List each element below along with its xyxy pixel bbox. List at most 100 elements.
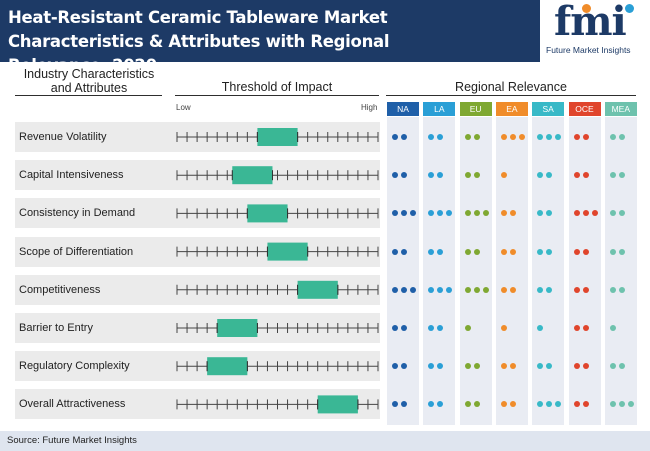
relevance-dot <box>609 210 616 217</box>
region-header-eu: EU <box>459 102 492 116</box>
impact-marker <box>207 357 248 376</box>
relevance-dot <box>446 210 453 217</box>
relevance-dot <box>500 248 507 255</box>
relevance-dots-ea <box>500 362 516 370</box>
relevance-dot <box>546 248 553 255</box>
relevance-dot <box>428 172 435 179</box>
relevance-dots-eu <box>464 362 480 370</box>
relevance-dot <box>609 363 616 370</box>
region-header-la: LA <box>423 102 456 116</box>
relevance-dots-mea <box>609 133 625 141</box>
relevance-dot <box>609 172 616 179</box>
relevance-dot <box>537 363 544 370</box>
relevance-dots-la <box>428 400 444 408</box>
relevance-dot <box>428 401 435 408</box>
relevance-dot <box>473 401 480 408</box>
relevance-dot <box>437 363 444 370</box>
region-header-ea: EA <box>495 102 528 116</box>
relevance-dot <box>582 134 589 140</box>
relevance-dot <box>618 248 625 255</box>
relevance-dot <box>627 401 634 408</box>
relevance-dot <box>618 210 625 217</box>
row-label: Regulatory Complexity <box>19 360 130 373</box>
relevance-dot <box>500 401 507 408</box>
relevance-dot <box>392 210 398 217</box>
relevance-dots-oce <box>573 400 589 408</box>
fmi-logo: fmi Future Market Insights <box>540 0 650 62</box>
relevance-dot <box>609 286 616 293</box>
region-column-la <box>423 117 456 425</box>
relevance-dots-eu <box>464 286 489 294</box>
relevance-dot <box>573 286 580 293</box>
relevance-dot <box>464 401 471 408</box>
row-label: Revenue Volatility <box>19 131 107 143</box>
relevance-dot <box>401 210 407 217</box>
region-column-mea <box>604 117 637 425</box>
relevance-dot <box>537 172 544 179</box>
region-header-oce: OCE <box>568 102 601 116</box>
relevance-dot <box>537 325 544 331</box>
relevance-dot <box>500 134 507 140</box>
region-column-eu <box>459 117 492 425</box>
relevance-dot <box>473 134 480 140</box>
relevance-dots-sa <box>537 286 553 294</box>
relevance-dot <box>573 248 580 255</box>
relevance-dot <box>509 363 516 370</box>
relevance-dot <box>401 363 407 370</box>
relevance-dot <box>392 401 398 408</box>
relevance-dots-mea <box>609 171 625 179</box>
relevance-dots-na <box>392 324 407 332</box>
impact-marker <box>297 280 338 299</box>
relevance-dots-eu <box>464 133 480 141</box>
relevance-dots-mea <box>609 324 616 332</box>
relevance-dot <box>537 248 544 255</box>
relevance-dot <box>618 363 625 370</box>
relevance-dots-ea <box>500 209 516 217</box>
logo-subtitle: Future Market Insights <box>546 45 631 55</box>
relevance-dot <box>555 401 562 408</box>
logo-dot-orange <box>582 4 591 13</box>
relevance-dot <box>582 210 589 217</box>
relevance-dot <box>500 172 507 179</box>
relevance-dot <box>437 172 444 179</box>
region-column-oce <box>568 117 601 425</box>
relevance-dot <box>582 248 589 255</box>
relevance-dots-ea <box>500 171 507 179</box>
relevance-dot <box>437 210 444 217</box>
relevance-dot <box>546 210 553 217</box>
relevance-dot <box>410 210 416 217</box>
relevance-dot <box>428 210 435 217</box>
relevance-dot <box>582 363 589 370</box>
row-label: Barrier to Entry <box>19 322 93 334</box>
characteristics-header: Industry Characteristics and Attributes <box>23 67 155 95</box>
relevance-dot <box>428 286 435 293</box>
relevance-dot <box>401 248 407 255</box>
relevance-dot <box>401 286 407 293</box>
relevance-dot <box>518 134 525 140</box>
relevance-dots-oce <box>573 209 598 217</box>
relevance-dots-sa <box>537 133 562 141</box>
relevance-dot <box>437 248 444 255</box>
relevance-dot <box>509 210 516 217</box>
relevance-dots-la <box>428 209 453 217</box>
relevance-dot <box>546 363 553 370</box>
relevance-dot <box>618 172 625 179</box>
impact-marker <box>247 204 288 223</box>
relevance-dots-na <box>392 171 407 179</box>
relevance-dot <box>582 325 589 331</box>
relevance-dot <box>437 134 444 140</box>
characteristics-header-rule <box>15 95 162 96</box>
relevance-dot <box>392 172 398 179</box>
relevance-dots-eu <box>464 400 480 408</box>
relevance-dot <box>591 210 598 217</box>
relevance-dot <box>482 286 489 293</box>
relevance-dots-na <box>392 133 407 141</box>
relevance-dots-ea <box>500 400 516 408</box>
relevance-dot <box>582 401 589 408</box>
relevance-dot <box>500 286 507 293</box>
impact-marker <box>217 319 258 337</box>
relevance-dot <box>464 248 471 255</box>
relevance-dot <box>401 134 407 140</box>
relevance-dots-la <box>428 248 444 256</box>
